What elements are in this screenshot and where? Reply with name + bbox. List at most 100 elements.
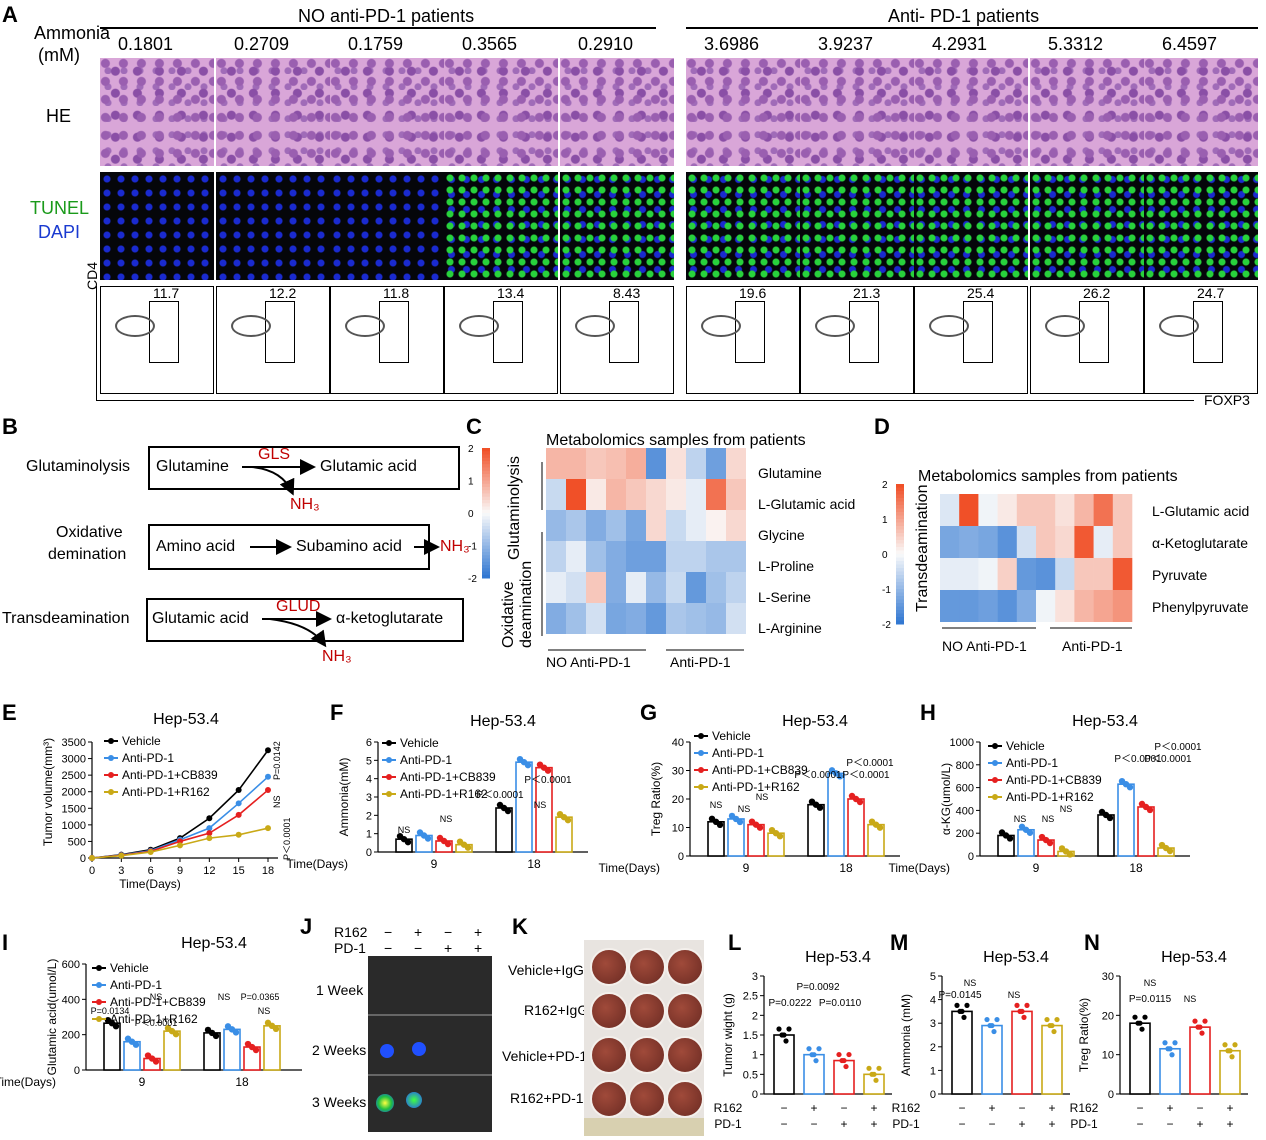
heat-cell	[546, 603, 566, 634]
sign-r162: +	[810, 1101, 817, 1115]
heat-cell	[1074, 558, 1094, 590]
p-value: P=0.0142	[272, 741, 282, 780]
k-row-3: Vehicle+PD-1	[502, 1048, 588, 1064]
data-dot	[424, 835, 432, 842]
data-dot	[152, 1058, 160, 1065]
y-tick: 30	[1102, 971, 1114, 983]
he-image	[560, 58, 674, 166]
legend-item: Vehicle	[400, 736, 439, 750]
glutamic-acid-node-2: Glutamic acid	[152, 610, 249, 627]
data-dot	[866, 1065, 872, 1071]
data-dot	[1021, 1014, 1027, 1021]
he-image	[216, 58, 330, 166]
heat-cell	[706, 541, 726, 572]
arrow-nh3-1	[251, 466, 295, 496]
cd4-axis	[96, 286, 97, 400]
y-tick: 20	[1102, 1010, 1114, 1022]
heat-cell	[978, 494, 998, 526]
heat-cell	[586, 541, 606, 572]
data-dot	[836, 1051, 842, 1058]
heat-cell	[978, 526, 998, 558]
data-dot	[876, 824, 884, 831]
oxidative-label-1: Oxidative	[56, 524, 123, 541]
y-tick: 0	[1108, 1089, 1114, 1101]
heat-cell	[586, 572, 606, 603]
sign-pd1: −	[780, 1117, 787, 1131]
he-image	[800, 58, 914, 166]
c-row-label: L-Arginine	[758, 620, 822, 636]
sign-r162: −	[780, 1101, 787, 1115]
x-tick: 9	[177, 865, 183, 877]
row-dapi-label: DAPI	[38, 222, 81, 242]
p-value: P＜0.0001	[1154, 742, 1202, 753]
heat-cell	[940, 558, 960, 590]
heat-cell	[606, 479, 626, 510]
legend-item: Anti-PD-1+R162	[400, 787, 488, 801]
legend-item: Anti-PD-1+CB839	[400, 770, 496, 784]
chart-title: Hep-53.4	[805, 949, 871, 966]
d-xlabel-1: NO Anti-PD-1	[942, 638, 1027, 654]
ns: NS	[534, 800, 547, 810]
treg-percent: 21.3	[853, 285, 881, 301]
y-tick: 0	[74, 1065, 80, 1077]
c-row-label: L-Proline	[758, 558, 814, 574]
d-row-label: α-Ketoglutarate	[1152, 535, 1248, 551]
legend-item: Anti-PD-1+R162	[1006, 790, 1094, 804]
bar	[773, 1034, 795, 1095]
y-tick: 1.5	[743, 1030, 758, 1042]
data-dot	[1051, 1028, 1057, 1035]
data-dot	[1132, 1014, 1138, 1020]
r162-label: R162	[714, 1101, 743, 1115]
x-tick: 15	[233, 865, 245, 877]
r162-label: R162	[1070, 1101, 1099, 1115]
scale-tick: -1	[882, 585, 891, 596]
data-dot	[1166, 847, 1174, 855]
heat-cell	[706, 448, 726, 479]
heat-cell	[646, 572, 666, 603]
heat-cell	[1016, 590, 1037, 622]
treg-percent: 8.43	[613, 285, 641, 301]
legend-item: Anti-PD-1+R162	[122, 785, 210, 799]
data-dot	[1026, 829, 1034, 836]
data-dot	[1024, 1002, 1030, 1009]
ns: NS	[1008, 990, 1021, 1000]
data-dot	[994, 1016, 1000, 1023]
data-dot	[813, 1058, 819, 1064]
y-tick: 1	[752, 1050, 758, 1062]
ammonia-value: 0.1759	[348, 34, 404, 54]
heat-cell	[586, 479, 606, 510]
y-tick: 0	[968, 851, 974, 863]
sign-r162: −	[1136, 1101, 1143, 1115]
heat-cell	[626, 448, 646, 479]
x-tick: 9	[743, 861, 750, 875]
ammonia-value: 3.6986	[704, 34, 760, 54]
data-dot	[781, 1032, 787, 1038]
flow-plot: 19.6	[686, 285, 800, 394]
y-tick: 2000	[62, 787, 86, 799]
heat-cell	[546, 448, 566, 479]
treg-percent: 19.6	[739, 285, 767, 301]
data-dot	[1229, 1054, 1235, 1060]
data-dot	[1222, 1042, 1228, 1048]
legend-item: Anti-PD-1	[110, 978, 162, 992]
y-axis-label: Glutamic acid(umol/L)	[45, 959, 59, 1076]
heat-cell	[1055, 558, 1075, 590]
x-tick: 0	[89, 865, 95, 877]
heat-cell	[959, 558, 979, 590]
heat-cell	[1016, 494, 1037, 526]
chart-title: Hep-53.4	[153, 711, 219, 728]
heat-cell	[706, 603, 726, 634]
d-row-label: L-Glutamic acid	[1152, 503, 1249, 519]
bar	[495, 807, 513, 853]
data-dot	[1146, 806, 1154, 814]
group-anti-line	[686, 27, 1258, 29]
heat-cell	[626, 603, 646, 634]
heat-cell	[997, 590, 1018, 622]
transdeamination-label: Transdeamination	[2, 610, 130, 627]
sign-pd1: +	[870, 1117, 877, 1131]
y-tick: 3500	[62, 737, 86, 749]
p-value: P=0.0110	[819, 998, 862, 1009]
x-axis-label: Time(Days)	[119, 877, 181, 891]
he-image	[444, 58, 558, 166]
